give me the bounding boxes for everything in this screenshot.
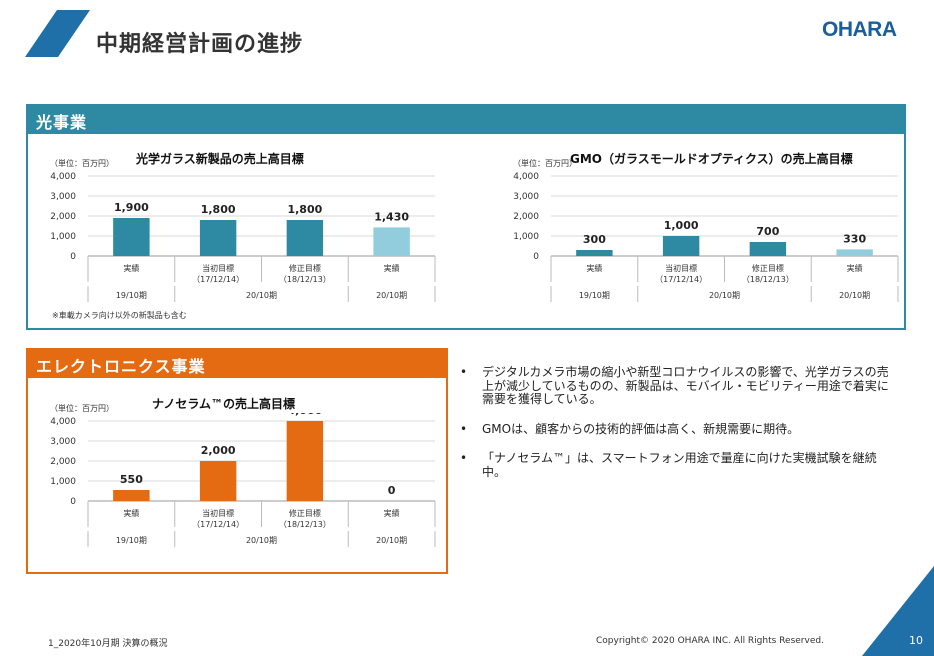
x-tick-label: 修正目標 <box>289 263 321 273</box>
y-tick-label: 3,000 <box>50 192 76 202</box>
optical-section-panel: 光事業 <box>26 104 906 330</box>
x-tick-label: 実績 <box>384 263 400 273</box>
company-logo: OHARA <box>822 18 897 41</box>
x-tick-label: 当初目標 <box>202 508 234 518</box>
y-tick-label: 2,000 <box>50 212 76 222</box>
x-tick-label: 当初目標 <box>665 263 697 273</box>
chart-unit-gmo: （単位：百万円） <box>513 159 577 168</box>
data-label: 0 <box>388 484 396 497</box>
period-label: 20/10期 <box>246 536 277 545</box>
y-tick-label: 4,000 <box>513 172 539 182</box>
y-tick-label: 1,000 <box>50 477 76 487</box>
bar <box>113 218 150 256</box>
x-tick-label: （18/12/13） <box>279 520 331 529</box>
bar <box>286 220 324 256</box>
bar <box>836 249 873 256</box>
x-tick-label: 当初目標 <box>202 263 234 273</box>
x-tick-label: 実績 <box>384 508 400 518</box>
bullet-list: • デジタルカメラ市場の縮小や新型コロナウイルスの影響で、光学ガラスの売上が減少… <box>460 365 900 495</box>
bar <box>199 461 237 501</box>
data-label: 1,430 <box>374 210 409 223</box>
bar <box>576 250 613 256</box>
bullet-dot-icon: • <box>460 421 468 436</box>
bullet-text: デジタルカメラ市場の縮小や新型コロナウイルスの影響で、光学ガラスの売上が減少して… <box>482 365 889 406</box>
bar <box>662 236 700 256</box>
electronics-section-header: エレクトロニクス事業 <box>28 350 446 378</box>
x-tick-label: （18/12/13） <box>279 275 331 284</box>
chart-unit-optical-glass: （単位：百万円） <box>50 159 114 168</box>
x-tick-label: （18/12/13） <box>742 275 794 284</box>
chart-title-gmo: GMO（ガラスモールドオプティクス）の売上高目標 <box>570 152 853 166</box>
y-tick-label: 4,000 <box>50 172 76 182</box>
x-tick-label: 修正目標 <box>289 508 321 518</box>
chart-title-optical-glass: 光学ガラス新製品の売上高目標 <box>136 152 304 166</box>
x-tick-label: （17/12/14） <box>655 275 707 284</box>
period-label: 20/10期 <box>376 291 407 300</box>
bar <box>749 242 787 256</box>
bullet-item: • デジタルカメラ市場の縮小や新型コロナウイルスの影響で、光学ガラスの売上が減少… <box>460 365 900 407</box>
y-tick-label: 0 <box>70 497 76 507</box>
x-tick-label: 実績 <box>847 263 863 273</box>
data-label: 550 <box>120 473 143 486</box>
bullet-text: GMOは、顧客からの技術的評価は高く、新規需要に期待。 <box>482 421 800 436</box>
page-title: 中期経営計画の進捗 <box>96 32 304 57</box>
optical-section-header: 光事業 <box>28 106 904 134</box>
period-label: 20/10期 <box>376 536 407 545</box>
y-tick-label: 2,000 <box>50 457 76 467</box>
bullet-text: 「ナノセラム™」は、スマートフォン用途で量産に向けた実機試験を継続中。 <box>482 451 877 479</box>
x-tick-label: （17/12/14） <box>192 275 244 284</box>
data-label: 1,000 <box>664 219 699 232</box>
footer-copyright: Copyright© 2020 OHARA INC. All Rights Re… <box>596 636 824 646</box>
period-label: 20/10期 <box>839 291 870 300</box>
data-label: 1,900 <box>114 201 149 214</box>
period-label: 20/10期 <box>246 291 277 300</box>
x-tick-label: 修正目標 <box>752 263 784 273</box>
chart-nanoceram: 4,000 3,000 2,000 1,000 0 550 実績 2,000 当初目標 （17/1… <box>50 413 436 547</box>
chart-title-nanoceram: ナノセラム™の売上高目標 <box>152 397 296 411</box>
y-tick-label: 0 <box>533 252 539 262</box>
x-tick-label: 実績 <box>586 263 602 273</box>
data-label: 300 <box>583 233 606 246</box>
footer-section-label: 1_2020年10月期 決算の概況 <box>48 639 168 649</box>
bar <box>113 490 150 501</box>
bullet-item: • 「ナノセラム™」は、スマートフォン用途で量産に向けた実機試験を継続中。 <box>460 451 900 479</box>
chart-footnote: ※車載カメラ向け以外の新製品も含む <box>52 311 187 320</box>
y-tick-label: 0 <box>70 252 76 262</box>
data-label: 1,800 <box>287 203 322 216</box>
y-tick-label: 2,000 <box>513 212 539 222</box>
y-tick-label: 1,000 <box>513 232 539 242</box>
y-tick-label: 3,000 <box>50 437 76 447</box>
bullet-dot-icon: • <box>460 365 468 379</box>
period-label: 19/10期 <box>116 291 147 300</box>
x-tick-label: （17/12/14） <box>192 520 244 529</box>
data-label: 4,000 <box>287 413 322 417</box>
chart-optical-glass: 4,000 3,000 2,000 1,000 0 1,900 実績 1,800 当初目標 （17… <box>50 172 436 302</box>
corner-triangle-icon <box>862 566 934 656</box>
chart-gmo: 4,000 3,000 2,000 1,000 0 300 実績 1,000 当初目標 （17/1… <box>513 172 899 302</box>
y-tick-label: 1,000 <box>50 232 76 242</box>
chart-unit-nanoceram: （単位：百万円） <box>50 404 114 413</box>
bullet-dot-icon: • <box>460 451 468 465</box>
x-tick-label: 実績 <box>123 263 139 273</box>
bar <box>199 220 237 256</box>
data-label: 700 <box>756 225 779 238</box>
header-stripe-icon <box>25 10 90 57</box>
y-tick-label: 3,000 <box>513 192 539 202</box>
y-tick-label: 4,000 <box>50 417 76 427</box>
optical-section-label: 光事業 <box>36 113 88 132</box>
data-label: 1,800 <box>201 203 236 216</box>
period-label: 19/10期 <box>116 536 147 545</box>
bar <box>373 227 410 256</box>
data-label: 330 <box>843 232 866 245</box>
x-tick-label: 実績 <box>123 508 139 518</box>
page-number: 10 <box>909 634 923 647</box>
electronics-section-label: エレクトロニクス事業 <box>36 357 206 376</box>
bullet-item: • GMOは、顧客からの技術的評価は高く、新規需要に期待。 <box>460 421 900 437</box>
period-label: 20/10期 <box>709 291 740 300</box>
bar <box>286 421 324 501</box>
electronics-section-panel: エレクトロニクス事業 <box>26 348 448 574</box>
period-label: 19/10期 <box>579 291 610 300</box>
data-label: 2,000 <box>201 444 236 457</box>
